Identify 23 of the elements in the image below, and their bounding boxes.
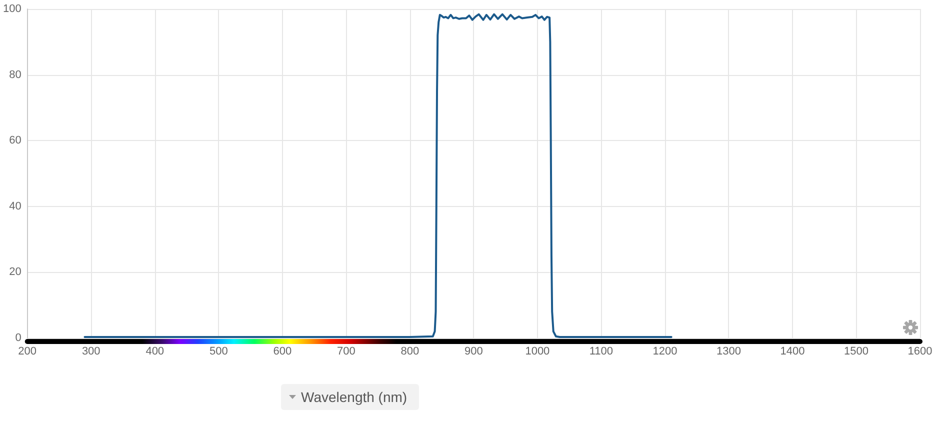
x-tick-label: 500 (209, 346, 228, 358)
x-tick-label: 1400 (780, 346, 805, 358)
x-tick-label: 900 (464, 346, 483, 358)
x-tick-label: 1300 (716, 346, 741, 358)
x-tick-label: 1000 (525, 346, 550, 358)
y-tick-label: 0 (15, 332, 22, 344)
x-tick-label: 700 (336, 346, 356, 358)
x-axis-title: Wavelength (nm) (301, 389, 408, 405)
y-tick-label: 100 (2, 3, 22, 15)
y-tick-label: 20 (9, 266, 22, 278)
x-tick-label: 1100 (589, 346, 614, 358)
y-tick-label: 80 (9, 68, 22, 81)
x-tick-label: 200 (18, 346, 37, 358)
y-tick-label: 40 (9, 200, 22, 212)
x-tick-label: 800 (400, 346, 420, 358)
x-tick-label: 400 (146, 346, 164, 358)
x-tick-label: 1500 (844, 346, 868, 358)
x-tick-label: 300 (82, 346, 100, 358)
x-tick-label: 1600 (908, 346, 932, 358)
line-series (84, 13, 672, 338)
x-tick-label: 1200 (652, 346, 678, 358)
x-tick-label: 600 (273, 346, 292, 358)
y-tick-label: 60 (9, 134, 22, 147)
